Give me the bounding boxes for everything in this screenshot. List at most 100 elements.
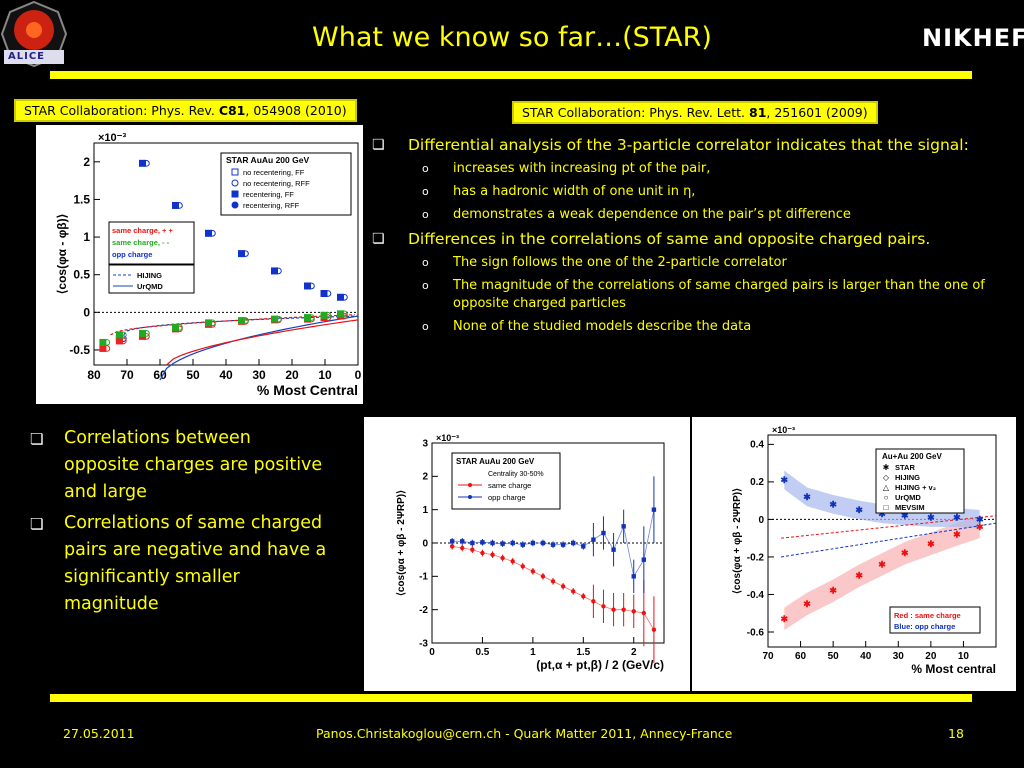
data-point: ✱ (927, 539, 935, 549)
legend2-box (108, 221, 195, 265)
data-point (550, 542, 556, 547)
data-point (271, 267, 278, 275)
x-tick-label: 30 (252, 368, 266, 382)
circle-bullet-icon: o (422, 256, 429, 269)
legend-entry: no recentering, RFF (243, 179, 310, 188)
chart-pt-dependence: 0 0.5 1 1.5 2 -3 -2 -1 0 1 2 3 ×10⁻³ (pt,α + pt,β) / … (364, 417, 690, 691)
y-tick-label: -2 (419, 605, 428, 616)
right-sub-bullet: o The sign follows the one of the 2-parti… (370, 254, 1010, 272)
x-tick-label: 70 (762, 651, 774, 662)
data-point (591, 537, 596, 542)
legend-subtitle: Centrality 30-50% (488, 471, 544, 478)
right-sub-bullet: o increases with increasing pt of the pai… (370, 160, 1010, 178)
plot-frame (767, 434, 997, 648)
right-sub-bullet: o The magnitude of the correlations of sa… (370, 277, 1010, 313)
data-point: ✱ (878, 509, 886, 519)
right-bullet-text: Differences in the correlations of same … (408, 230, 931, 248)
legend-entry: recentering, RFF (243, 201, 300, 210)
checkbox-bullet-icon: ❏ (30, 430, 44, 448)
x-tick-label: 70 (120, 368, 134, 382)
legend-marker: ○ (884, 493, 889, 502)
data-point: ✱ (953, 529, 961, 539)
data-point: ✱ (855, 571, 863, 581)
x-tick-label: 2 (631, 647, 637, 658)
data-point (490, 552, 495, 557)
x-tick-label: 20 (285, 368, 299, 382)
ref-left: STAR Collaboration: Phys. Rev. C81, 0549… (14, 99, 357, 122)
data-point (651, 507, 657, 512)
data-point (271, 315, 278, 323)
left-bullet-list: ❏ Correlations between opposite charges a… (28, 425, 328, 622)
circle-bullet-icon: o (422, 320, 429, 333)
right-bullet-list: ❏ Differential analysis of the 3-particle… (370, 135, 1010, 341)
data-point (560, 584, 566, 589)
legend2-box (889, 606, 981, 634)
y-tick-label: -0.5 (69, 343, 90, 357)
hijing-opp-curve (119, 315, 359, 340)
right-bullet: ❏ Differences in the correlations of same… (370, 229, 1010, 250)
same-charge-band (784, 515, 980, 631)
y-tick-label: 0.4 (750, 440, 764, 451)
right-sub-bullet-text: The magnitude of the correlations of sam… (453, 278, 985, 311)
legend-marker: ◇ (883, 473, 890, 482)
data-point (176, 202, 183, 209)
legend-entry: UrQMD (895, 493, 921, 502)
data-point (621, 607, 626, 612)
data-point (341, 293, 348, 301)
right-sub-bullet-text: has a hadronic width of one unit in η, (453, 184, 696, 199)
data-point (611, 607, 616, 612)
ref-right-pre: STAR Collaboration: Phys. Rev. Lett. (522, 105, 749, 120)
x-axis-label: (pt,α + pt,β) / 2 (GeV/c) (536, 658, 664, 672)
y-tick-label: -1 (419, 572, 428, 583)
axis-multiplier: ×10⁻³ (98, 132, 126, 144)
data-point: ✱ (901, 548, 909, 558)
legend-entry: STAR (895, 463, 915, 472)
data-point (480, 540, 485, 545)
legend-entry: HIJING + v₂ (895, 483, 936, 492)
data-point (172, 201, 179, 209)
hijing-same-curve (110, 314, 355, 336)
x-tick-label: 0.5 (475, 647, 489, 658)
data-point (209, 230, 216, 237)
axis-multiplier: ×10⁻³ (772, 425, 795, 435)
slide-title: What we know so far…(STAR) (312, 22, 712, 53)
y-tick-label: -0.2 (747, 552, 765, 563)
data-point (308, 282, 315, 290)
footer-rule (50, 694, 972, 702)
data-point (550, 579, 556, 584)
axis-multiplier: ×10⁻³ (436, 433, 459, 443)
checkbox-bullet-icon: ❏ (372, 137, 385, 153)
data-point (641, 610, 647, 616)
data-point (500, 555, 505, 561)
data-point (460, 545, 465, 551)
data-point: ✱ (781, 475, 789, 485)
legend-box (451, 452, 561, 510)
data-point (560, 542, 566, 547)
data-point (275, 267, 282, 275)
data-point (176, 324, 183, 331)
legend-entry: no recentering, FF (243, 168, 305, 177)
data-point (337, 293, 344, 301)
legend-marker (231, 168, 239, 176)
data-point (621, 524, 626, 529)
data-point (581, 544, 586, 549)
ref-left-bold: C81 (218, 103, 246, 118)
x-axis-label: % Most Central (257, 382, 358, 398)
left-bullet-text: Correlations of same charged pairs are n… (64, 513, 327, 614)
right-bullet-text: Differential analysis of the 3-particle … (408, 136, 969, 154)
x-tick-label: 10 (958, 651, 970, 662)
legend-marker: ✱ (883, 463, 890, 472)
y-tick-label: 2 (422, 472, 428, 483)
legend-box (220, 152, 352, 216)
y-tick-label: 0 (83, 305, 90, 319)
data-point (209, 319, 216, 327)
left-bullet: ❏ Correlations between opposite charges a… (28, 425, 328, 506)
chart-centrality-models: 70 60 50 40 30 20 10 -0.6 -0.4 -0.2 0 0.2 0.4 ×10⁻³ % … (692, 417, 1016, 691)
y-tick-label: 1.5 (73, 192, 90, 206)
data-point (490, 540, 495, 546)
data-point (172, 323, 179, 331)
y-tick-label: -0.4 (747, 590, 765, 601)
circle-bullet-icon: o (422, 185, 429, 198)
data-point (242, 250, 249, 257)
legend2-entry: Red : same charge (894, 611, 961, 620)
